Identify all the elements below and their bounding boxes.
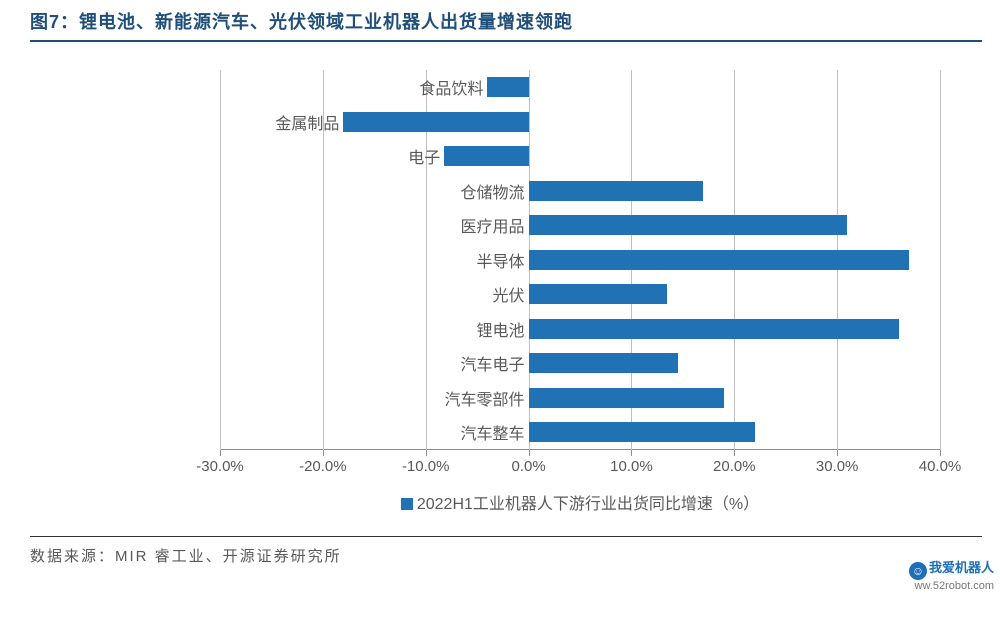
bar-row: 汽车零部件 (220, 381, 940, 416)
robot-icon: ☺ (909, 562, 927, 580)
x-tick-label: 30.0% (816, 458, 859, 475)
x-tick (529, 450, 530, 456)
x-tick-label: 40.0% (919, 458, 962, 475)
category-label: 汽车电子 (220, 351, 529, 375)
title-row: 图7：锂电池、新能源汽车、光伏领域工业机器人出货量增速领跑 (30, 8, 982, 42)
category-label: 金属制品 (220, 110, 343, 134)
category-label: 仓储物流 (220, 179, 529, 203)
bar-row: 汽车整车 (220, 415, 940, 450)
bar (529, 181, 704, 201)
x-tick-label: 0.0% (511, 458, 545, 475)
bar (487, 77, 528, 97)
bar (529, 319, 899, 339)
category-label: 光伏 (220, 282, 529, 306)
bar-row: 电子 (220, 139, 940, 174)
x-tick (426, 450, 427, 456)
x-tick-label: -30.0% (196, 458, 244, 475)
category-label: 锂电池 (220, 317, 529, 341)
bar-row: 食品饮料 (220, 70, 940, 105)
watermark-line2: ww.52robot.com (909, 580, 994, 592)
bar (529, 284, 668, 304)
bar-row: 光伏 (220, 277, 940, 312)
bar (529, 215, 848, 235)
legend: 2022H1工业机器人下游行业出货同比增速（%） (220, 490, 940, 514)
x-tick-label: -20.0% (299, 458, 347, 475)
x-tick-label: -10.0% (402, 458, 450, 475)
bar-row: 半导体 (220, 243, 940, 278)
chart-title: 图7：锂电池、新能源汽车、光伏领域工业机器人出货量增速领跑 (30, 8, 982, 34)
plot-region: -30.0%-20.0%-10.0%0.0%10.0%20.0%30.0%40.… (220, 70, 940, 450)
x-tick (323, 450, 324, 456)
category-label: 半导体 (220, 248, 529, 272)
bar-row: 锂电池 (220, 312, 940, 347)
bar (529, 353, 678, 373)
x-tick (837, 450, 838, 456)
bar-row: 仓储物流 (220, 174, 940, 209)
bar (529, 422, 755, 442)
category-label: 电子 (220, 144, 444, 168)
bar (529, 250, 910, 270)
source-text: 数据来源：MIR 睿工业、开源证券研究所 (30, 545, 982, 566)
watermark-line1: ☺我爱机器人 (909, 557, 994, 580)
bar-row: 金属制品 (220, 105, 940, 140)
category-label: 汽车整车 (220, 420, 529, 444)
bar (343, 112, 528, 132)
x-tick-label: 10.0% (610, 458, 653, 475)
legend-label: 2022H1工业机器人下游行业出货同比增速（%） (417, 496, 759, 513)
watermark: ☺我爱机器人 ww.52robot.com (909, 557, 994, 592)
x-tick (734, 450, 735, 456)
category-label: 汽车零部件 (220, 386, 529, 410)
category-label: 医疗用品 (220, 213, 529, 237)
legend-swatch (401, 498, 413, 510)
chart-area: -30.0% -20.0% -10.0% 0.0% 10.0% 20.0% 30.0% 40.… (70, 60, 970, 530)
bar (529, 388, 724, 408)
category-label: 食品饮料 (220, 75, 487, 99)
x-tick (631, 450, 632, 456)
figure-container: 图7：锂电池、新能源汽车、光伏领域工业机器人出货量增速领跑 -30.0% -20.… (0, 0, 1000, 636)
gridline (940, 70, 941, 450)
source-divider (30, 536, 982, 537)
x-tick-label: 20.0% (713, 458, 756, 475)
bar-row: 汽车电子 (220, 346, 940, 381)
bar-row: 医疗用品 (220, 208, 940, 243)
x-tick (220, 450, 221, 456)
x-tick (940, 450, 941, 456)
bar (444, 146, 528, 166)
